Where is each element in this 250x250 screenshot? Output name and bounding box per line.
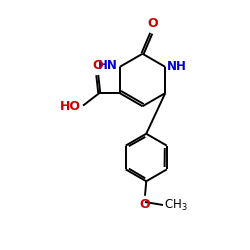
Text: O: O bbox=[147, 17, 158, 30]
Text: HO: HO bbox=[60, 100, 81, 114]
Text: CH$_3$: CH$_3$ bbox=[164, 198, 188, 212]
Text: HN: HN bbox=[98, 59, 118, 72]
Text: O: O bbox=[140, 198, 150, 211]
Text: O: O bbox=[92, 59, 102, 72]
Text: NH: NH bbox=[167, 60, 187, 74]
